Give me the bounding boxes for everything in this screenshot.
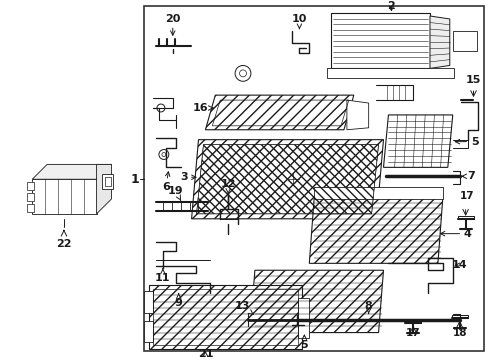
Text: 17: 17 <box>459 191 474 201</box>
Polygon shape <box>27 204 34 212</box>
Polygon shape <box>144 291 153 313</box>
Text: 19: 19 <box>167 186 183 200</box>
Polygon shape <box>205 95 353 130</box>
Text: 5: 5 <box>300 335 307 350</box>
Polygon shape <box>32 179 97 214</box>
Text: 2: 2 <box>387 1 394 11</box>
Polygon shape <box>314 187 442 199</box>
Polygon shape <box>383 115 452 167</box>
Text: 13: 13 <box>234 301 253 315</box>
Text: 9: 9 <box>174 294 183 308</box>
Text: 12: 12 <box>220 179 235 193</box>
Polygon shape <box>298 298 309 338</box>
Polygon shape <box>346 100 368 130</box>
Polygon shape <box>452 31 476 51</box>
Text: 22: 22 <box>56 239 72 248</box>
Text: 14: 14 <box>451 260 467 270</box>
Polygon shape <box>97 165 111 214</box>
Polygon shape <box>249 270 383 333</box>
Text: 3: 3 <box>180 172 196 182</box>
Polygon shape <box>27 193 34 201</box>
Text: 17: 17 <box>405 328 420 338</box>
Polygon shape <box>149 285 302 350</box>
Text: 1: 1 <box>130 173 139 186</box>
Text: 8: 8 <box>364 301 372 314</box>
Text: 6: 6 <box>162 172 169 192</box>
Text: 15: 15 <box>465 75 480 85</box>
Polygon shape <box>32 165 111 179</box>
Text: 20: 20 <box>165 14 180 35</box>
Text: 5: 5 <box>454 137 477 147</box>
Text: 10: 10 <box>291 14 306 28</box>
Text: 7: 7 <box>461 171 474 181</box>
Polygon shape <box>330 13 429 68</box>
Text: 4: 4 <box>440 229 470 239</box>
Polygon shape <box>104 177 111 186</box>
Text: 16: 16 <box>192 103 212 113</box>
Bar <box>144 6 484 351</box>
Polygon shape <box>309 197 442 263</box>
Text: 21: 21 <box>197 349 213 359</box>
Polygon shape <box>191 140 383 219</box>
Polygon shape <box>326 68 453 78</box>
Text: 11: 11 <box>155 269 170 283</box>
Text: 18: 18 <box>451 328 466 338</box>
Polygon shape <box>27 182 34 190</box>
Polygon shape <box>429 16 449 68</box>
Polygon shape <box>102 174 113 189</box>
Polygon shape <box>144 321 153 342</box>
